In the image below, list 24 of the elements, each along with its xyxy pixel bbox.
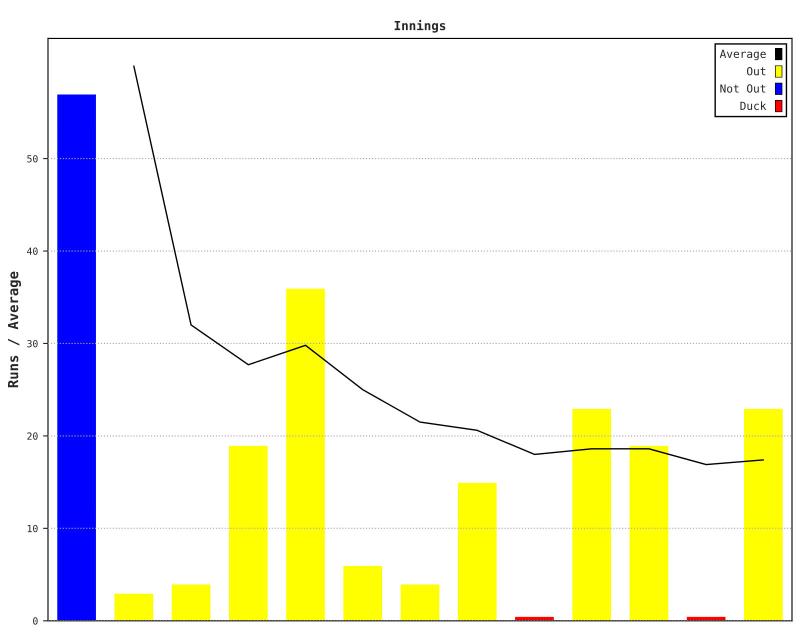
bar xyxy=(284,287,326,621)
legend-label: Not Out xyxy=(720,84,766,93)
line-series xyxy=(133,65,764,466)
bar xyxy=(570,407,612,621)
legend-label: Out xyxy=(747,66,766,76)
bar xyxy=(456,481,498,621)
y-tick-label: 40 xyxy=(27,248,38,255)
legend-label: Duck xyxy=(740,101,766,110)
y-tick-label: 0 xyxy=(33,617,38,625)
bar xyxy=(56,93,98,621)
bar xyxy=(113,592,155,621)
legend-label: Average xyxy=(720,50,766,60)
bar xyxy=(399,583,441,621)
y-tick-label: 30 xyxy=(27,340,38,348)
y-tick-label: 10 xyxy=(28,524,38,532)
chart-title: Innings xyxy=(394,20,446,33)
bar xyxy=(228,444,270,621)
y-tick-label: 50 xyxy=(27,155,38,162)
bar xyxy=(742,407,784,621)
bar xyxy=(170,583,212,621)
y-tick-label: 20 xyxy=(27,432,38,440)
y-axis-title: Runs / Average xyxy=(8,272,22,388)
bar xyxy=(628,444,670,621)
bar xyxy=(342,564,384,621)
